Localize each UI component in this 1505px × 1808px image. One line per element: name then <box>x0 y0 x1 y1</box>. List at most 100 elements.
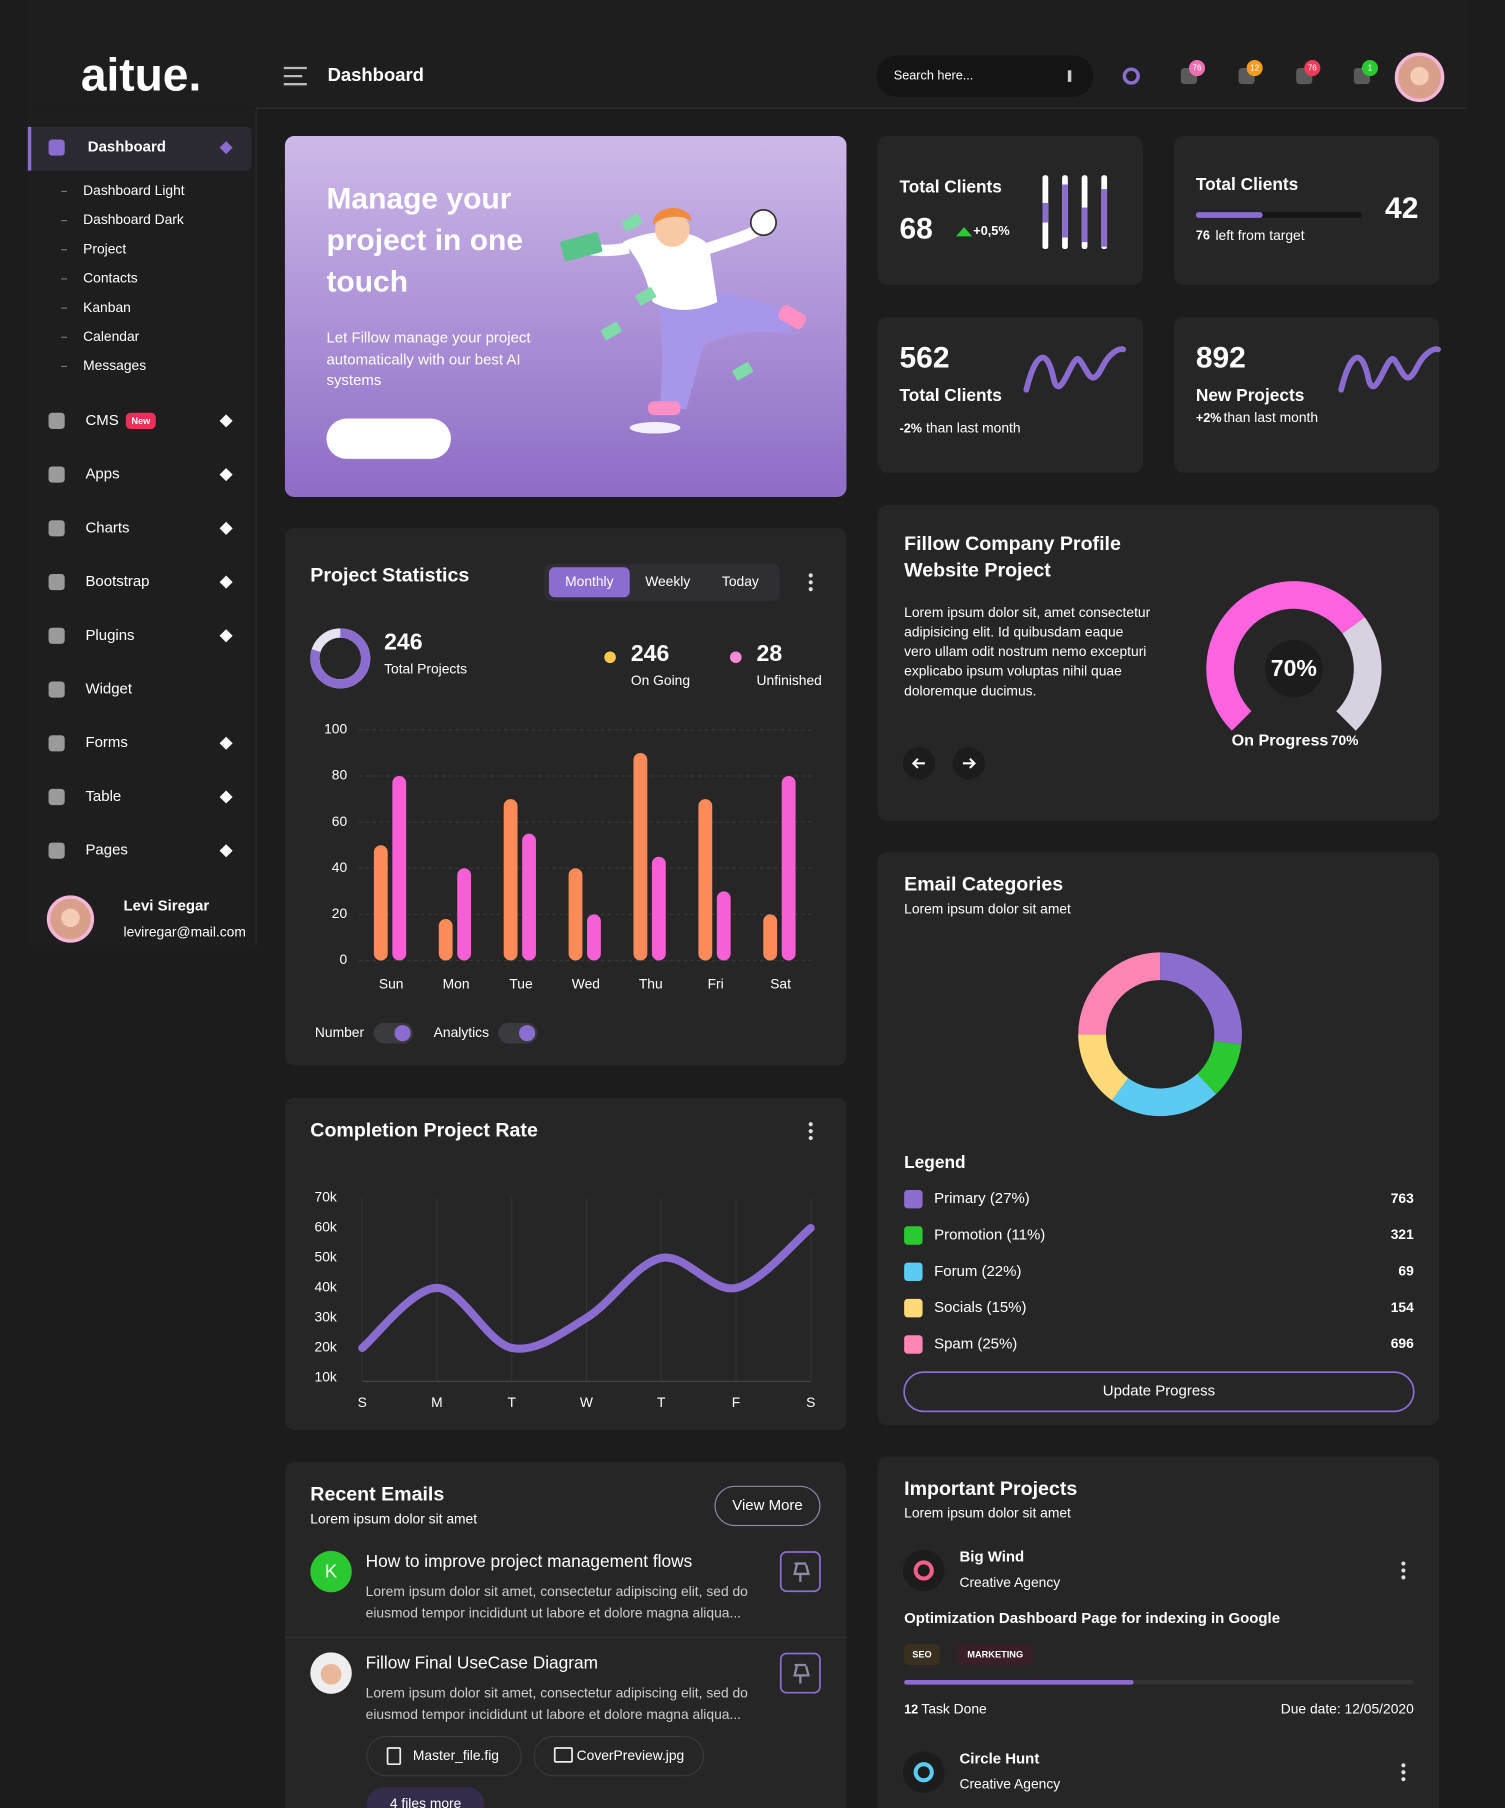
menu-item[interactable]: Table <box>85 788 121 805</box>
menu-item[interactable]: Bootstrap <box>85 573 149 590</box>
legend-count: 696 <box>1391 1335 1414 1351</box>
menu-item[interactable]: Plugins <box>85 627 134 644</box>
pin-button[interactable] <box>779 1652 821 1694</box>
completion-card <box>284 1097 847 1430</box>
profile-text: Lorem ipsum dolor sit, amet consectetur … <box>904 604 1151 699</box>
more-icon[interactable] <box>808 1129 813 1134</box>
y-tick-label: 40k <box>315 1279 337 1295</box>
more-icon[interactable] <box>808 587 813 592</box>
menu-icon <box>48 520 65 537</box>
gauge-fill <box>1206 581 1365 731</box>
more-icon[interactable] <box>1401 1575 1406 1580</box>
menu-icon <box>48 573 65 591</box>
y-tick-label: 10k <box>315 1369 337 1385</box>
illustration-money <box>600 321 622 341</box>
recent-emails-card <box>284 1462 847 1808</box>
mini-bar-fill <box>1062 184 1068 238</box>
submenu-item[interactable]: Messages <box>83 357 146 373</box>
menu-icon <box>48 412 65 429</box>
submenu-item[interactable]: Contacts <box>83 270 138 286</box>
menu-item[interactable]: Forms <box>85 734 127 751</box>
settings-icon[interactable] <box>1122 67 1140 85</box>
search-box[interactable] <box>876 55 1094 97</box>
submenu-item[interactable]: Kanban <box>83 299 131 315</box>
attachment-name: CoverPreview.jpg <box>577 1747 685 1763</box>
more-files[interactable] <box>366 1787 485 1808</box>
more-icon[interactable] <box>808 580 813 585</box>
attachment-icon <box>553 1747 573 1763</box>
submenu-item[interactable]: Project <box>83 240 126 256</box>
pie-slice <box>1078 1034 1129 1101</box>
ring-fill <box>310 628 371 689</box>
illustration-money <box>560 232 603 262</box>
update-button[interactable] <box>903 1371 1415 1413</box>
more-icon[interactable] <box>808 1122 813 1127</box>
stat-title: Total Clients <box>1196 174 1298 194</box>
expand-icon <box>219 844 233 858</box>
more-icon[interactable] <box>1401 1561 1406 1566</box>
menu-item[interactable]: Widget <box>85 680 132 697</box>
gauge-center <box>1265 639 1323 698</box>
y-tick-label: 60 <box>332 813 348 829</box>
user-name: Levi Siregar <box>124 897 210 914</box>
tab[interactable]: Today <box>722 573 759 589</box>
tasks-done-label: Task Done <box>921 1701 987 1717</box>
project-tag <box>957 1644 1034 1666</box>
attachment[interactable] <box>533 1735 705 1777</box>
illustration-clock <box>749 208 778 237</box>
wave <box>1023 346 1127 393</box>
email-body-box: Lorem ipsum dolor sit amet, consectetur … <box>366 1583 748 1621</box>
summary-dot <box>730 651 742 664</box>
menu-badge-text: New <box>131 416 151 426</box>
update-button-text: Update Progress <box>1103 1383 1215 1400</box>
notification-badge <box>1361 59 1379 77</box>
x-tick-label: Mon <box>443 975 470 991</box>
more-icon[interactable] <box>1401 1568 1406 1573</box>
illustration-shoe <box>648 401 681 416</box>
x-tick-label: Sun <box>379 975 404 991</box>
more-icon[interactable] <box>808 573 813 578</box>
submenu-item[interactable]: Dashboard Dark <box>83 211 184 227</box>
view-more-button[interactable] <box>714 1485 821 1527</box>
menu-item[interactable]: CMS <box>85 412 118 429</box>
summary-label: Unfinished <box>757 672 822 688</box>
pin-button[interactable] <box>779 1551 821 1593</box>
target-fill <box>1195 212 1263 218</box>
stat-title: Total Clients <box>900 177 1002 197</box>
menu-item[interactable]: Pages <box>85 842 127 859</box>
hero-text-box: Let Fillow manage your project automatic… <box>326 329 530 389</box>
bar <box>438 918 453 961</box>
hero-button[interactable] <box>326 418 451 459</box>
tab[interactable]: Weekly <box>645 573 690 589</box>
legend-label: Spam (25%) <box>934 1335 1017 1352</box>
menu-item[interactable]: Apps <box>85 466 119 483</box>
mini-bar-fill <box>1042 202 1049 223</box>
menu-badge <box>125 412 156 429</box>
submenu-item[interactable]: Calendar <box>83 328 140 344</box>
y-tick-label: 0 <box>339 951 347 967</box>
x-tick-label: Wed <box>572 975 600 991</box>
more-icon[interactable] <box>1401 1770 1406 1775</box>
pin-icon <box>793 1562 810 1582</box>
menu-item[interactable]: Dashboard <box>88 139 166 156</box>
x-tick-label: W <box>580 1394 593 1410</box>
stat-card <box>877 317 1143 473</box>
submenu-item[interactable]: Dashboard Light <box>83 182 185 198</box>
tab[interactable]: Monthly <box>565 573 614 589</box>
y-tick-label: 80 <box>332 767 348 783</box>
important-projects-card <box>877 1456 1440 1808</box>
email-initial: K <box>325 1561 338 1582</box>
mini-bar-fill <box>1101 189 1108 247</box>
stat-card <box>877 136 1143 285</box>
attachment[interactable] <box>366 1735 522 1777</box>
bar <box>522 833 536 961</box>
menu-item[interactable]: Charts <box>85 519 129 536</box>
more-icon[interactable] <box>1401 1777 1406 1782</box>
project-task: Optimization Dashboard Page for indexing… <box>904 1610 1280 1627</box>
stat-card <box>1173 317 1440 473</box>
summary-value: 28 <box>757 640 783 666</box>
bar <box>633 752 648 961</box>
more-icon[interactable] <box>1401 1763 1406 1768</box>
gauge-track <box>1335 617 1382 731</box>
more-icon[interactable] <box>808 1135 813 1141</box>
